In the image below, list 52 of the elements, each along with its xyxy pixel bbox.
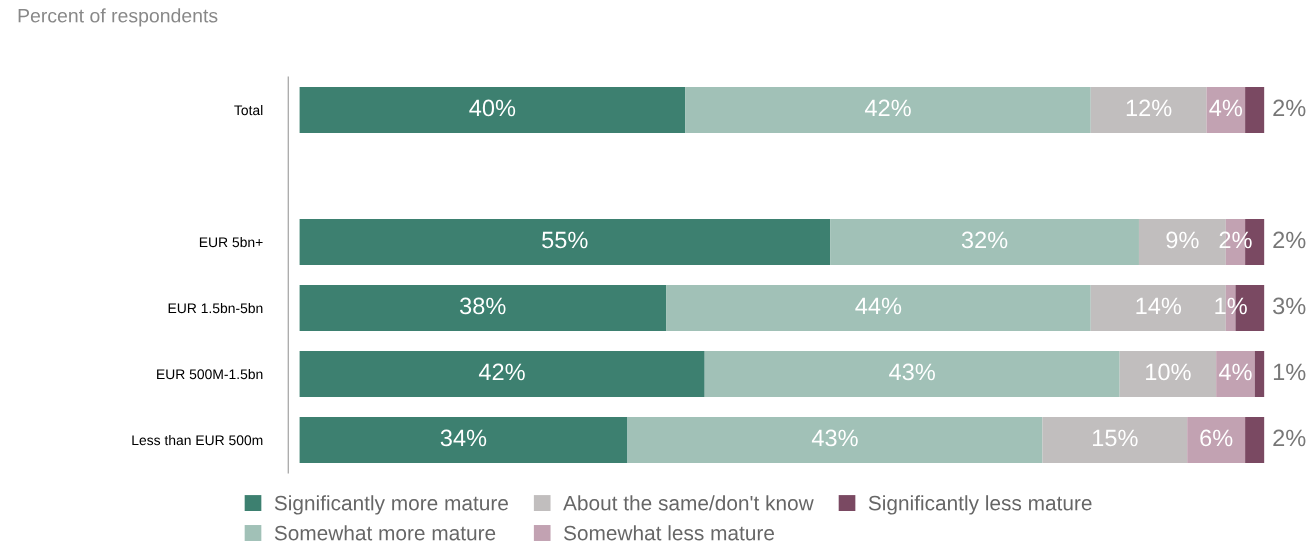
y-tick-label: Total (234, 104, 263, 116)
data-label: 4% (1218, 363, 1252, 381)
bar (1245, 86, 1265, 134)
bar (299, 284, 667, 332)
bar (299, 218, 831, 266)
data-label: 12% (1126, 99, 1172, 117)
bar (1187, 416, 1246, 464)
data-label: 4% (1209, 99, 1243, 117)
bar (685, 86, 1091, 134)
legend-label: Significantly more mature (274, 495, 508, 515)
y-tick-label: EUR 5bn+ (199, 236, 263, 248)
bar (704, 350, 1120, 398)
bar (299, 350, 705, 398)
bar (830, 218, 1139, 266)
data-label: 42% (478, 363, 525, 381)
bar (666, 284, 1091, 332)
legend-label: Significantly less mature (868, 495, 1092, 515)
bar (1254, 350, 1265, 398)
legend-label: Somewhat less mature (563, 525, 775, 541)
data-label: 2% (1273, 429, 1306, 447)
data-label: 6% (1200, 429, 1233, 447)
legend-label: Somewhat more mature (274, 525, 496, 541)
bar (299, 86, 686, 134)
data-label: 3% (1273, 297, 1306, 315)
data-label: 2% (1273, 99, 1306, 117)
data-label: 32% (961, 231, 1008, 249)
data-label: 9% (1166, 231, 1199, 249)
data-label: 10% (1146, 363, 1191, 381)
legend-label: About the same/don't know (563, 495, 814, 511)
bar (1216, 350, 1255, 398)
bar (627, 416, 1043, 464)
data-label: 40% (469, 99, 516, 117)
data-label: 34% (440, 429, 487, 447)
data-label: 43% (811, 429, 858, 447)
text: Percent of respondents (18, 8, 218, 27)
bar (1042, 416, 1188, 464)
y-tick-label: Less than EUR 500m (132, 434, 263, 446)
data-label: 44% (855, 297, 902, 315)
data-label: 2% (1273, 231, 1306, 249)
data-label: 1% (1273, 363, 1306, 381)
data-label: 42% (864, 99, 911, 117)
data-label: 14% (1136, 297, 1182, 315)
data-label: 15% (1093, 429, 1138, 447)
data-label: 55% (542, 231, 588, 249)
y-tick-label: EUR 500M-1.5bn (157, 368, 263, 380)
bar (1245, 416, 1265, 464)
bar (299, 416, 628, 464)
data-label: 43% (889, 363, 935, 381)
data-label: 38% (460, 297, 506, 315)
bar (1090, 86, 1207, 134)
y-tick-label: EUR 1.5bn-5bn (168, 302, 263, 314)
bar (1119, 350, 1217, 398)
